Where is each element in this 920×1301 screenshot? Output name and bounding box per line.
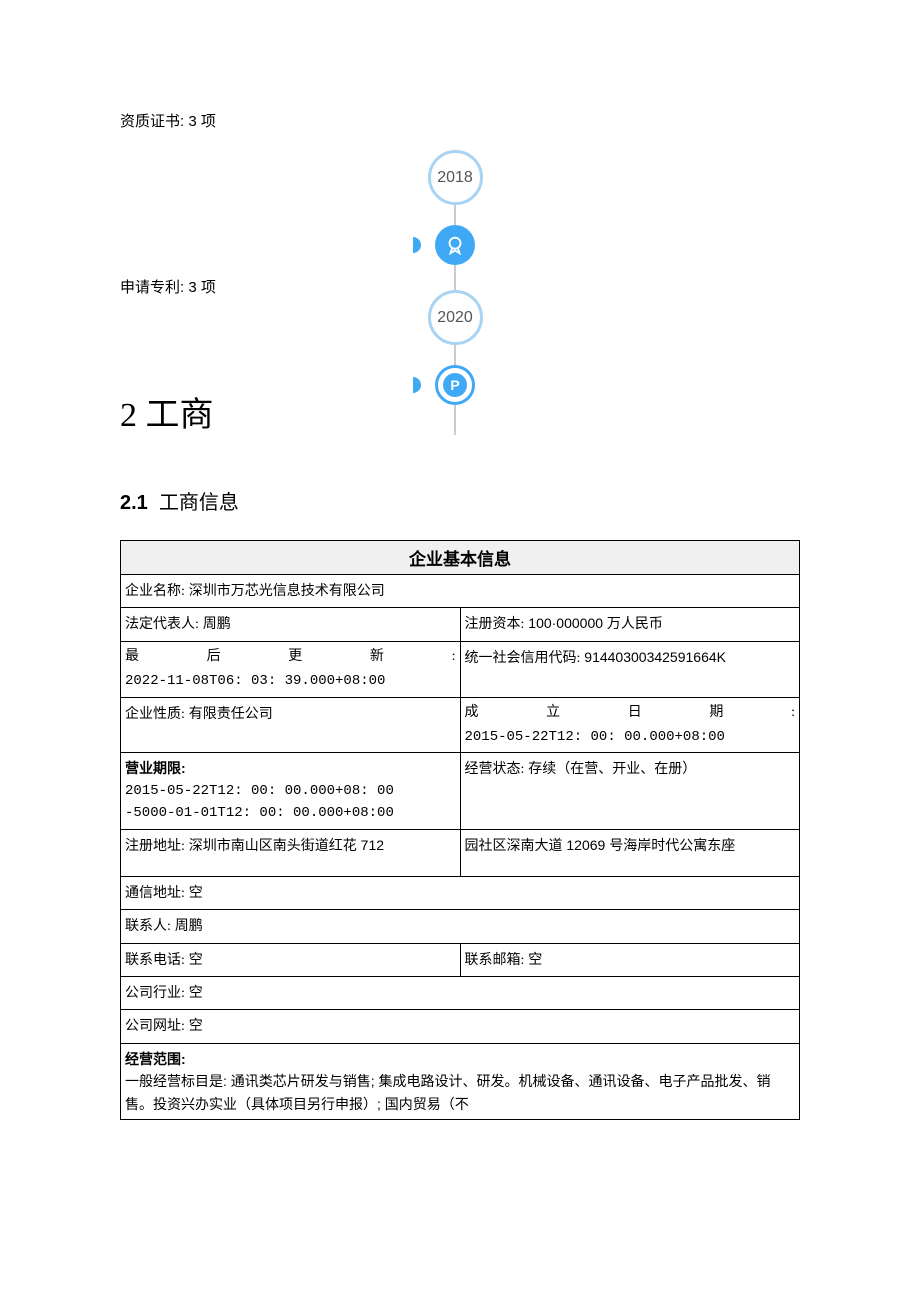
timeline-year-2018: 2018 bbox=[428, 150, 483, 205]
table-row: 联系电话: 空 bbox=[121, 943, 461, 976]
table-header: 企业基本信息 bbox=[121, 541, 800, 575]
patents-label: 申请专利: bbox=[120, 279, 184, 296]
table-row: 营业期限: 2015-05-22T12: 00: 00.000+08: 00 -… bbox=[121, 753, 461, 829]
timeline-dot-icon bbox=[413, 377, 421, 393]
patents-count: 3 项 bbox=[188, 279, 216, 296]
certificates-label: 资质证书: bbox=[120, 113, 184, 130]
timeline: 2018 2020 P bbox=[415, 150, 495, 430]
company-info-table: 企业基本信息 企业名称: 深圳市万芯光信息技术有限公司 法定代表人: 周鹏 注册… bbox=[120, 540, 800, 1120]
table-row: 公司网址: 空 bbox=[121, 1010, 800, 1043]
table-row: 联系邮箱: 空 bbox=[460, 943, 800, 976]
table-row: 经营范围: 一般经营标目是: 通讯类芯片研发与销售; 集成电路设计、研发。机械设… bbox=[121, 1043, 800, 1119]
timeline-year-2020: 2020 bbox=[428, 290, 483, 345]
table-row: 最 后 更 新 : 2022-11-08T06: 03: 39.000+08:0… bbox=[121, 641, 461, 697]
table-row: 联系人: 周鹏 bbox=[121, 910, 800, 943]
subsection-heading: 2.1 工商信息 bbox=[120, 486, 800, 515]
table-row: 成 立 日 期 : 2015-05-22T12: 00: 00.000+08:0… bbox=[460, 697, 800, 753]
table-row: 公司行业: 空 bbox=[121, 977, 800, 1010]
certificates-line: 资质证书: 3 项 bbox=[120, 110, 800, 131]
timeline-line bbox=[454, 345, 456, 365]
table-row: 统一社会信用代码: 91440300342591664K bbox=[460, 641, 800, 697]
patent-icon: P bbox=[435, 365, 475, 405]
timeline-line bbox=[454, 265, 456, 290]
timeline-line bbox=[454, 405, 456, 435]
timeline-dot-icon bbox=[413, 237, 421, 253]
table-row: 通信地址: 空 bbox=[121, 876, 800, 909]
timeline-line bbox=[454, 205, 456, 225]
table-row: 注册地址: 深圳市南山区南头街道红花 712 bbox=[121, 829, 461, 876]
table-row: 注册资本: 100·000000 万人民币 bbox=[460, 608, 800, 641]
certificates-count: 3 项 bbox=[188, 113, 216, 130]
award-icon bbox=[435, 225, 475, 265]
table-row: 企业名称: 深圳市万芯光信息技术有限公司 bbox=[121, 575, 800, 608]
table-row: 企业性质: 有限责任公司 bbox=[121, 697, 461, 753]
table-row: 经营状态: 存续（在营、开业、在册） bbox=[460, 753, 800, 829]
table-row: 园社区深南大道 12069 号海岸时代公寓东座 bbox=[460, 829, 800, 876]
table-row: 法定代表人: 周鹏 bbox=[121, 608, 461, 641]
